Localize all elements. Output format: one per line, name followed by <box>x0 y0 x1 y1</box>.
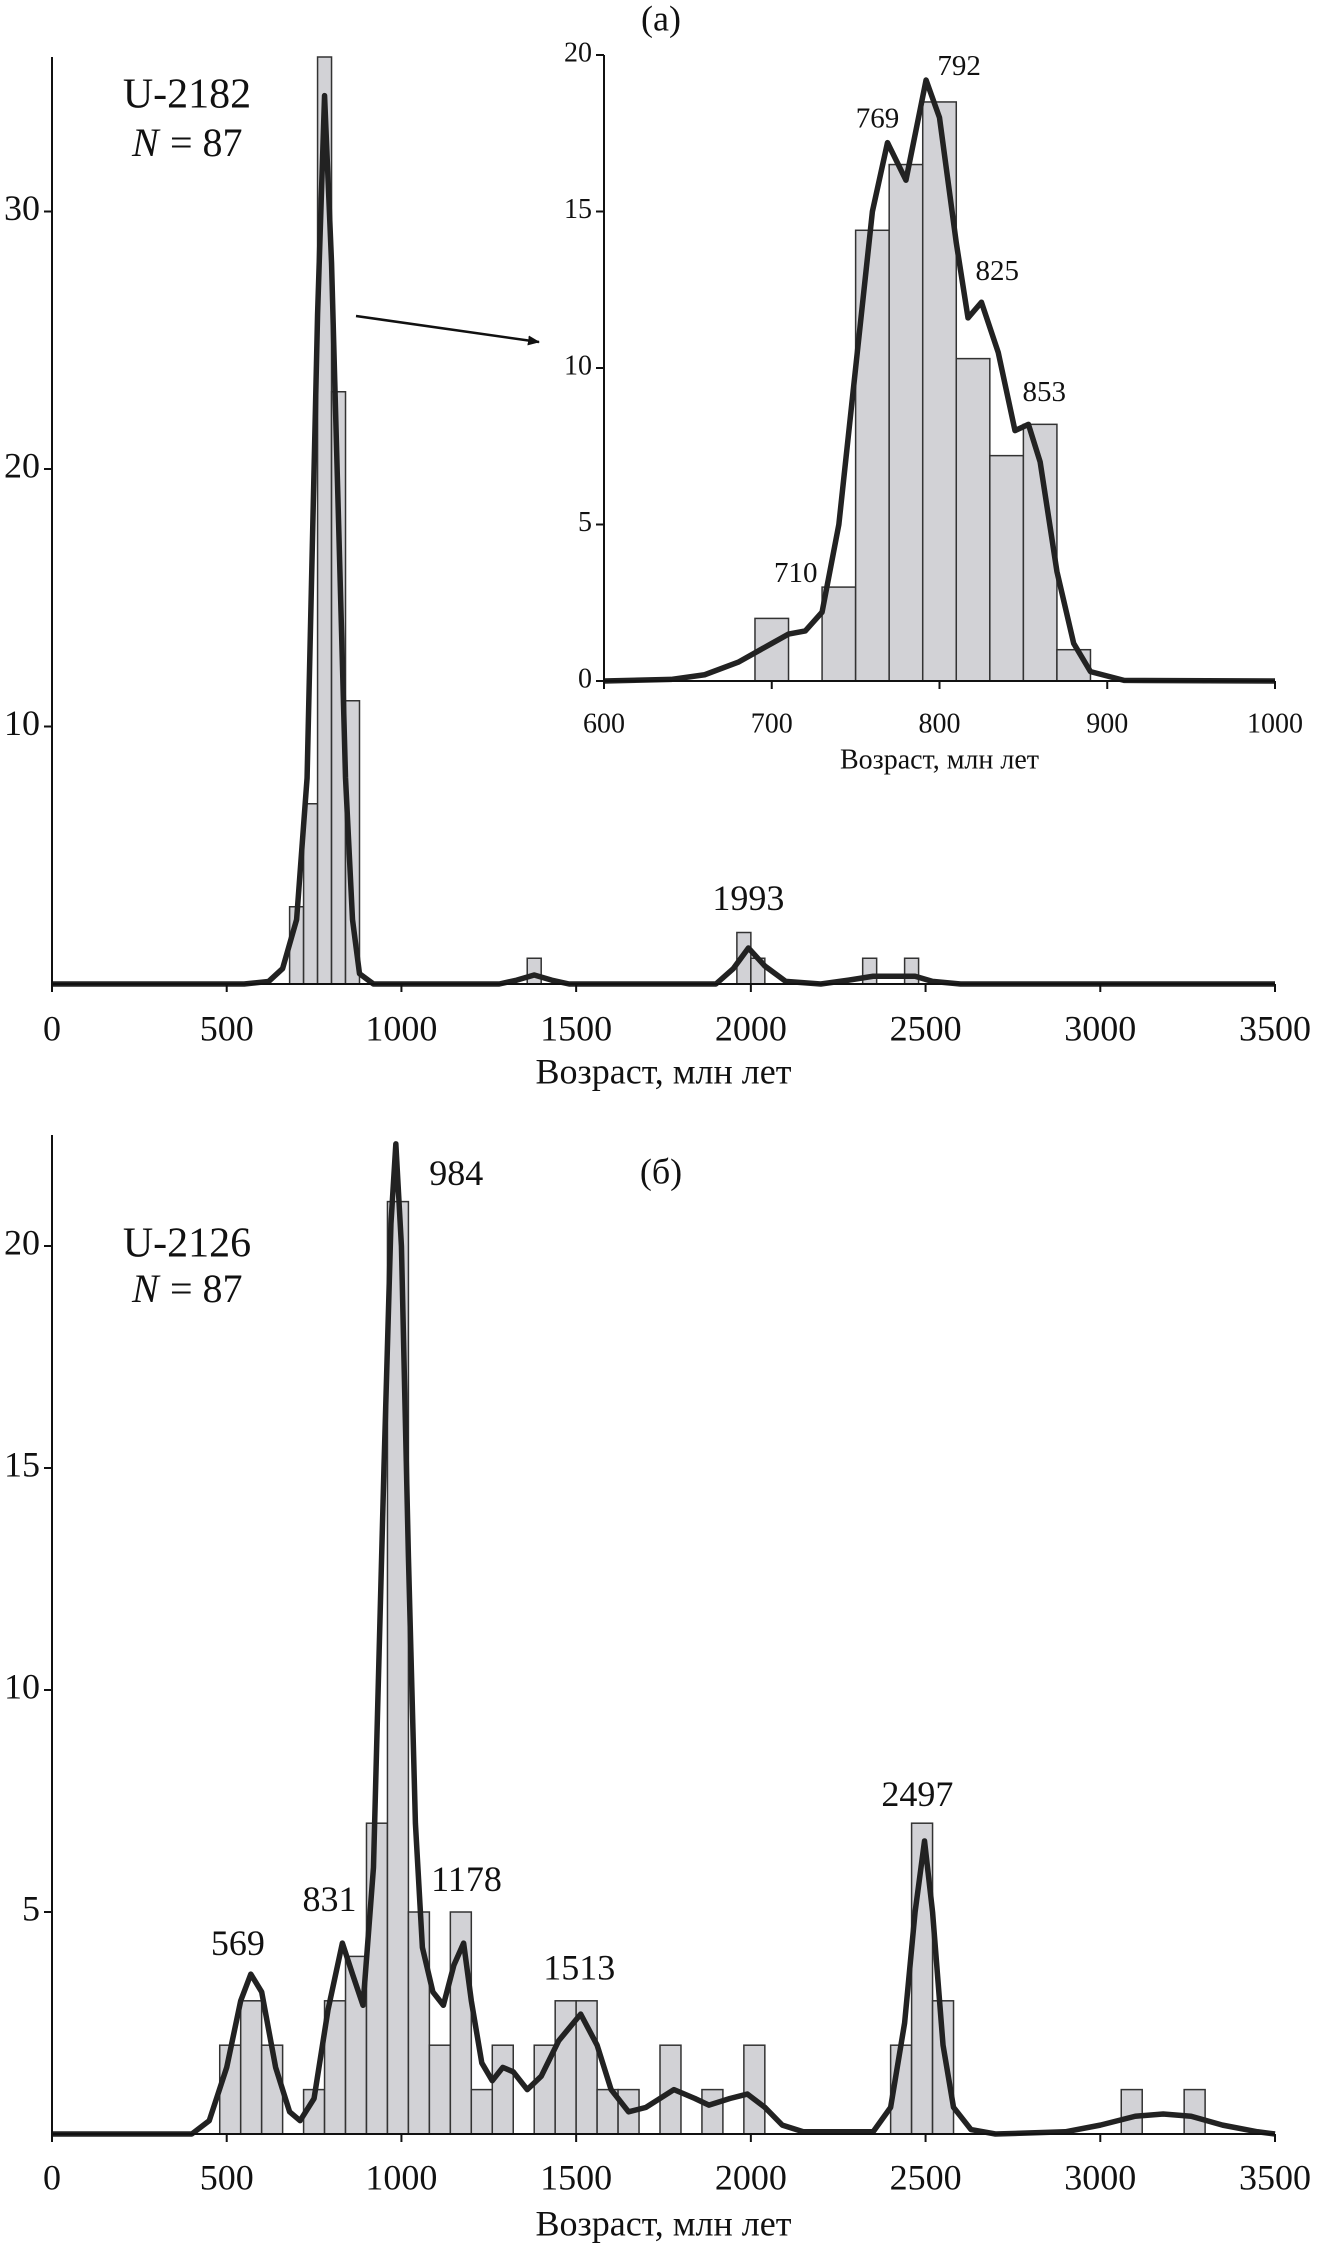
peak-label: 1993 <box>712 878 784 918</box>
y-tick-label: 15 <box>4 1444 40 1484</box>
x-axis-label: Возраст, млн лет <box>536 1051 792 1091</box>
x-tick-label: 1500 <box>540 2157 612 2197</box>
x-tick-label: 2000 <box>715 2157 787 2197</box>
y-tick-label: 20 <box>564 37 592 68</box>
x-tick-label: 500 <box>200 1008 254 1048</box>
y-tick-label: 20 <box>4 1222 40 1262</box>
x-tick-label: 0 <box>43 2157 61 2197</box>
y-tick-label: 10 <box>4 1666 40 1706</box>
y-tick-label: 0 <box>578 663 592 694</box>
y-tick-label: 30 <box>4 188 40 228</box>
peak-label: 792 <box>937 50 981 82</box>
y-tick-label: 10 <box>4 703 40 743</box>
histogram-bar <box>701 2088 724 2135</box>
histogram-bar <box>821 586 857 682</box>
histogram-bar <box>903 957 920 985</box>
peak-label: 2497 <box>881 1774 953 1814</box>
zoom-arrow <box>355 314 540 346</box>
histogram-bar <box>1120 2088 1143 2135</box>
x-tick-label: 1000 <box>1247 708 1303 739</box>
histogram-bar <box>428 2044 452 2135</box>
x-tick-label: 1500 <box>540 1008 612 1048</box>
x-tick-label: 2500 <box>890 2157 962 2197</box>
y-tick-label: 10 <box>564 350 592 381</box>
histogram-bar <box>365 1822 389 2135</box>
histogram-bar <box>407 1911 431 2135</box>
histogram-bar <box>888 163 924 682</box>
x-tick-label: 700 <box>751 708 793 739</box>
x-tick-label: 3500 <box>1239 2157 1311 2197</box>
x-tick-label: 2500 <box>890 1008 962 1048</box>
x-tick-label: 2000 <box>715 1008 787 1048</box>
kde-curve <box>52 92 1275 987</box>
x-tick-label: 800 <box>919 708 961 739</box>
histogram-bar <box>239 2000 263 2135</box>
sample-name: U-2182 <box>123 72 251 118</box>
peak-label: 831 <box>302 1879 356 1919</box>
histogram-bar <box>989 454 1025 682</box>
x-tick-label: 1000 <box>365 1008 437 1048</box>
x-tick-label: 600 <box>583 708 625 739</box>
peak-label: 853 <box>1022 376 1066 408</box>
peak-label: 984 <box>429 1153 483 1193</box>
histogram-bar <box>491 2044 514 2135</box>
histogram-bar <box>1183 2088 1206 2135</box>
n-symbol: N <box>131 1266 161 1311</box>
y-tick-label: 5 <box>578 507 592 538</box>
kde-curve <box>603 77 1276 684</box>
histogram-bar <box>470 2088 494 2135</box>
histogram-bar <box>955 357 991 682</box>
x-tick-label: 900 <box>1086 708 1128 739</box>
panel-label: (а) <box>641 0 681 38</box>
n-value: = 87 <box>170 1266 243 1311</box>
y-tick-label: 5 <box>22 1888 40 1928</box>
x-tick-label: 3500 <box>1239 1008 1311 1048</box>
x-axis-label: Возраст, млн лет <box>536 2203 792 2243</box>
peak-label: 569 <box>211 1923 265 1963</box>
sample-name: U-2126 <box>123 1221 251 1267</box>
peak-label: 769 <box>856 103 900 135</box>
kde-curve <box>52 1141 1276 2137</box>
peak-label: 710 <box>774 557 818 589</box>
histogram-bar <box>743 2044 766 2135</box>
n-value: = 87 <box>170 120 243 165</box>
panel-label: (б) <box>640 1151 682 1191</box>
y-tick-label: 20 <box>4 445 40 485</box>
peak-label: 1513 <box>543 1947 615 1987</box>
peak-label: 1178 <box>431 1859 502 1899</box>
histogram-bar <box>526 957 542 985</box>
peak-label: 825 <box>975 255 1019 287</box>
x-axis-label: Возраст, млн лет <box>840 744 1039 775</box>
x-tick-label: 0 <box>43 1008 61 1048</box>
x-tick-label: 500 <box>200 2157 254 2197</box>
x-tick-label: 1000 <box>365 2157 437 2197</box>
x-tick-label: 3000 <box>1064 2157 1136 2197</box>
x-tick-label: 3000 <box>1064 1008 1136 1048</box>
n-symbol: N <box>131 120 161 165</box>
y-tick-label: 15 <box>564 194 592 225</box>
